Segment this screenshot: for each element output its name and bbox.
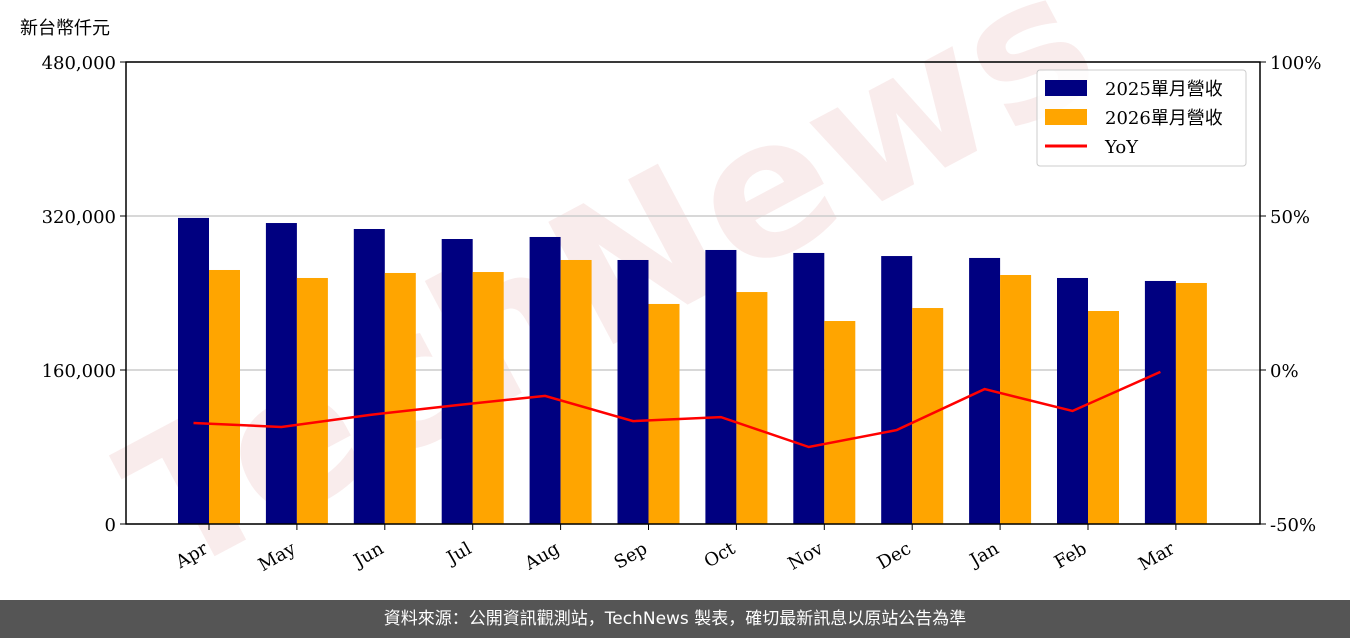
x-tick-label: Dec: [874, 538, 915, 574]
plot-frame: [125, 61, 1261, 525]
y-tick-label: 160,000: [42, 361, 116, 382]
bar: [209, 269, 240, 524]
y-tick-label: 0: [105, 515, 116, 536]
bar: [265, 223, 297, 524]
bar: [529, 236, 561, 525]
bar: [648, 303, 680, 524]
legend-swatch: [1045, 109, 1087, 125]
bar: [353, 228, 385, 524]
source-note: 資料來源：公開資訊觀測站，TechNews 製表，確切最新訊息以原站公告為準: [0, 600, 1350, 638]
bar: [384, 272, 416, 524]
y-tick-label: 480,000: [42, 53, 116, 74]
bar: [736, 292, 768, 524]
x-tick-label: Jun: [349, 538, 388, 573]
y-axis-unit: 新台幣仟元: [20, 18, 110, 39]
bar: [824, 321, 856, 524]
x-tick-label: Aug: [520, 538, 563, 575]
bar: [1175, 282, 1207, 524]
x-tick-label: Mar: [1135, 538, 1179, 575]
bar: [296, 277, 328, 524]
x-tick-label: Feb: [1051, 538, 1091, 573]
y2-tick-label: -50%: [1270, 515, 1316, 536]
line: [193, 370, 1161, 449]
y2-tick-label: 0%: [1270, 361, 1299, 382]
legend-label: 2025單月營收: [1105, 79, 1223, 100]
bar: [472, 272, 504, 524]
legend-label: YoY: [1104, 137, 1139, 158]
bar: [1057, 277, 1088, 524]
x-tick-label: Jan: [965, 538, 1003, 572]
bar: [441, 239, 473, 524]
bar: [793, 252, 825, 524]
x-tick-label: Sep: [611, 538, 651, 573]
x-tick-label: Oct: [701, 538, 740, 573]
chart: 新台幣仟元 TechNews0160,000320,000480,000-50%…: [20, 0, 1321, 600]
x-tick-label: Jul: [442, 538, 476, 570]
legend-label: 2026單月營收: [1105, 108, 1223, 129]
bar: [560, 259, 592, 524]
bar: [881, 256, 913, 524]
bar: [705, 249, 737, 524]
x-tick-label: Nov: [784, 538, 827, 575]
bar: [1088, 310, 1119, 524]
y2-tick-label: 50%: [1270, 207, 1310, 228]
y-tick-label: 320,000: [42, 207, 116, 228]
y2-tick-label: 100%: [1270, 53, 1321, 74]
bar: [1144, 280, 1176, 524]
legend-swatch: [1045, 80, 1087, 96]
bar: [178, 217, 209, 525]
bar: [617, 259, 649, 524]
legend-box: [1036, 69, 1247, 167]
